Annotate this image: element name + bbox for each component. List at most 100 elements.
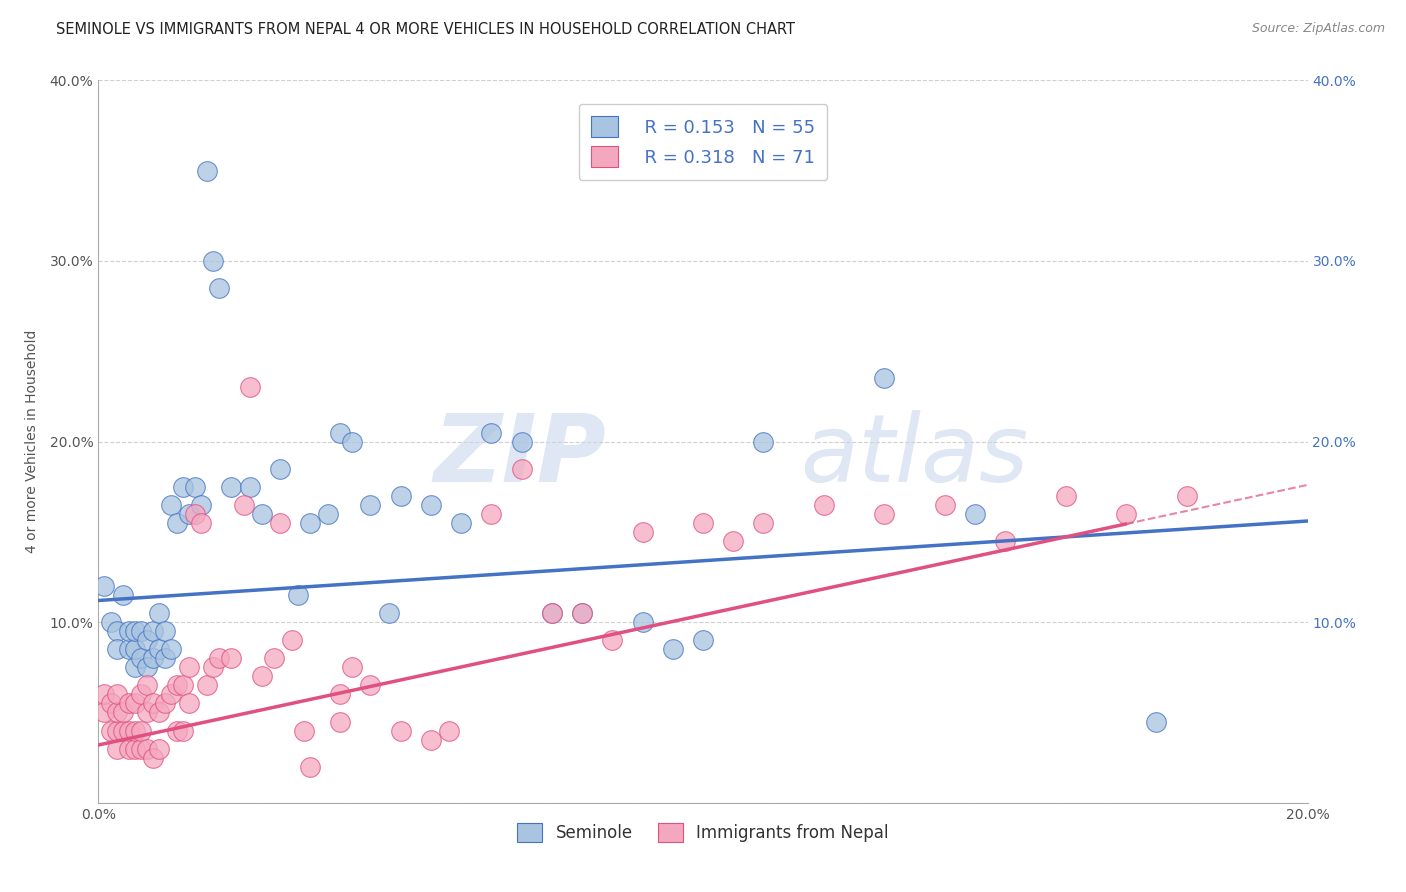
Text: Source: ZipAtlas.com: Source: ZipAtlas.com bbox=[1251, 22, 1385, 36]
Point bbox=[105, 624, 128, 639]
Point bbox=[329, 714, 352, 729]
Point bbox=[202, 660, 225, 674]
Point bbox=[135, 660, 157, 674]
Point bbox=[631, 524, 654, 539]
Point bbox=[813, 498, 835, 512]
Point bbox=[93, 579, 115, 593]
Point bbox=[124, 741, 146, 756]
Point bbox=[873, 371, 896, 385]
Point bbox=[195, 678, 218, 692]
Point bbox=[281, 633, 304, 648]
Point bbox=[420, 732, 443, 747]
Point bbox=[142, 624, 165, 639]
Point bbox=[148, 741, 170, 756]
Point bbox=[450, 516, 472, 530]
Point bbox=[129, 687, 152, 701]
Point bbox=[360, 678, 382, 692]
Point bbox=[111, 588, 134, 602]
Point bbox=[263, 651, 285, 665]
Point bbox=[692, 633, 714, 648]
Point bbox=[420, 498, 443, 512]
Point bbox=[179, 660, 201, 674]
Point bbox=[299, 516, 322, 530]
Point bbox=[166, 516, 188, 530]
Point bbox=[124, 723, 146, 738]
Point bbox=[250, 669, 273, 683]
Point bbox=[1054, 489, 1077, 503]
Point bbox=[148, 642, 170, 657]
Point bbox=[93, 706, 115, 720]
Point bbox=[195, 163, 218, 178]
Point bbox=[752, 434, 775, 449]
Point bbox=[118, 741, 141, 756]
Point bbox=[129, 723, 152, 738]
Point bbox=[250, 507, 273, 521]
Point bbox=[142, 750, 165, 764]
Point bbox=[221, 651, 243, 665]
Point bbox=[153, 651, 176, 665]
Point bbox=[160, 687, 183, 701]
Legend: Seminole, Immigrants from Nepal: Seminole, Immigrants from Nepal bbox=[510, 816, 896, 848]
Point bbox=[692, 516, 714, 530]
Point bbox=[105, 687, 128, 701]
Point bbox=[965, 507, 987, 521]
Point bbox=[1115, 507, 1137, 521]
Point bbox=[160, 498, 183, 512]
Point bbox=[269, 516, 291, 530]
Point bbox=[153, 697, 176, 711]
Point bbox=[105, 741, 128, 756]
Point bbox=[631, 615, 654, 630]
Point bbox=[602, 633, 624, 648]
Point bbox=[377, 606, 399, 620]
Point bbox=[202, 254, 225, 268]
Point bbox=[105, 723, 128, 738]
Point bbox=[184, 480, 207, 494]
Point bbox=[166, 723, 188, 738]
Point bbox=[100, 723, 122, 738]
Point bbox=[208, 651, 231, 665]
Point bbox=[172, 678, 194, 692]
Point bbox=[100, 697, 122, 711]
Point bbox=[111, 706, 134, 720]
Point bbox=[166, 678, 188, 692]
Point bbox=[752, 516, 775, 530]
Point bbox=[329, 687, 352, 701]
Point bbox=[124, 642, 146, 657]
Text: SEMINOLE VS IMMIGRANTS FROM NEPAL 4 OR MORE VEHICLES IN HOUSEHOLD CORRELATION CH: SEMINOLE VS IMMIGRANTS FROM NEPAL 4 OR M… bbox=[56, 22, 796, 37]
Point bbox=[172, 723, 194, 738]
Point bbox=[342, 434, 364, 449]
Point bbox=[342, 660, 364, 674]
Point bbox=[148, 606, 170, 620]
Point bbox=[118, 697, 141, 711]
Text: ZIP: ZIP bbox=[433, 410, 606, 502]
Point bbox=[118, 723, 141, 738]
Point bbox=[299, 760, 322, 774]
Point bbox=[124, 660, 146, 674]
Point bbox=[1144, 714, 1167, 729]
Point bbox=[135, 678, 157, 692]
Point bbox=[873, 507, 896, 521]
Point bbox=[329, 425, 352, 440]
Point bbox=[437, 723, 460, 738]
Point bbox=[129, 651, 152, 665]
Point bbox=[142, 651, 165, 665]
Point bbox=[118, 624, 141, 639]
Point bbox=[239, 380, 262, 394]
Point bbox=[135, 633, 157, 648]
Point bbox=[184, 507, 207, 521]
Point bbox=[190, 498, 212, 512]
Point bbox=[135, 706, 157, 720]
Point bbox=[934, 498, 956, 512]
Point bbox=[148, 706, 170, 720]
Point bbox=[179, 507, 201, 521]
Point bbox=[1175, 489, 1198, 503]
Point bbox=[124, 697, 146, 711]
Point bbox=[142, 697, 165, 711]
Point bbox=[510, 461, 533, 475]
Point bbox=[105, 706, 128, 720]
Point bbox=[179, 697, 201, 711]
Point bbox=[540, 606, 562, 620]
Point bbox=[287, 588, 309, 602]
Text: atlas: atlas bbox=[800, 410, 1028, 501]
Point bbox=[316, 507, 339, 521]
